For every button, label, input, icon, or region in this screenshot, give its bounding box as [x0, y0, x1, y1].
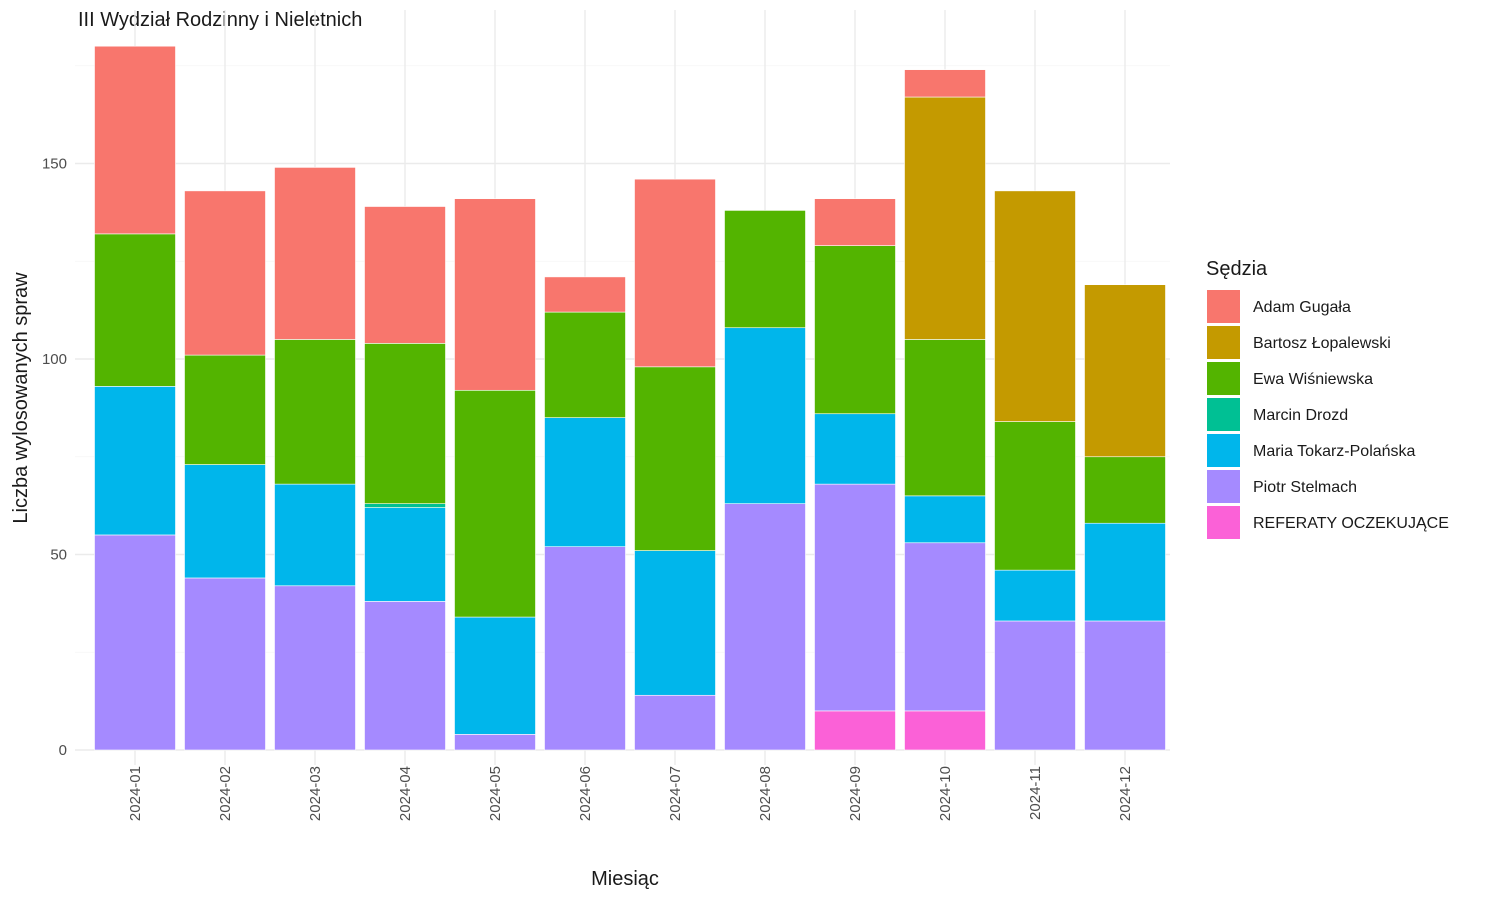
bar-segment	[904, 710, 986, 751]
x-tick-label: 2024-11	[1027, 766, 1044, 820]
bar-segment	[274, 483, 356, 587]
bar-segment	[1084, 284, 1166, 458]
bar-segment	[724, 210, 806, 329]
legend-label: Maria Tokarz-Polańska	[1253, 443, 1416, 460]
bar-segment	[184, 464, 266, 579]
bar-segment	[184, 577, 266, 751]
bar-segment	[364, 507, 446, 602]
y-tick-label: 50	[50, 547, 67, 564]
legend-label: Marcin Drozd	[1253, 407, 1348, 424]
legend-title: Sędzia	[1206, 258, 1268, 280]
bar-segment	[454, 198, 536, 391]
bar-segment	[274, 167, 356, 340]
bar-segment	[544, 276, 626, 313]
bar-segment	[364, 343, 446, 504]
legend-key	[1207, 506, 1240, 539]
x-axis-title: Miesiąc	[591, 868, 659, 890]
y-tick-label: 150	[42, 156, 67, 173]
bar-segment	[544, 311, 626, 418]
legend-key	[1207, 398, 1240, 431]
bar-segment	[94, 233, 176, 387]
x-tick-label: 2024-04	[397, 766, 414, 821]
x-tick-label: 2024-02	[217, 766, 234, 821]
bars	[94, 45, 1166, 751]
bar-segment	[94, 386, 176, 536]
bar-segment	[904, 69, 986, 98]
bar-segment	[634, 366, 716, 551]
bar-segment	[904, 495, 986, 544]
x-tick-label: 2024-05	[487, 766, 504, 821]
y-tick-label: 100	[42, 351, 67, 368]
legend-key	[1207, 362, 1240, 395]
bar-segment	[814, 198, 896, 246]
bar-segment	[1084, 522, 1166, 622]
bar-segment	[994, 421, 1076, 571]
x-tick-label: 2024-08	[757, 766, 774, 821]
x-tick-label: 2024-07	[667, 766, 684, 821]
bar-segment	[634, 550, 716, 696]
bar-segment	[544, 546, 626, 751]
bar-segment	[814, 245, 896, 415]
legend-key	[1207, 326, 1240, 359]
bar-segment	[184, 190, 266, 356]
x-tick-label: 2024-03	[307, 766, 324, 821]
bar-segment	[94, 534, 176, 751]
bar-segment	[724, 327, 806, 504]
legend: Sędzia Adam Gugała Bartosz Łopalewski Ewa …	[1206, 258, 1449, 539]
legend-label: Piotr Stelmach	[1253, 479, 1357, 496]
bar-segment	[994, 190, 1076, 422]
bar-segment	[994, 620, 1076, 751]
bar-segment	[454, 616, 536, 735]
bar-segment	[454, 389, 536, 618]
bar-segment	[274, 585, 356, 751]
chart-title: III Wydział Rodzinny i Nieletnich	[78, 9, 362, 31]
legend-key	[1207, 470, 1240, 503]
bar-segment	[454, 734, 536, 751]
bar-segment	[634, 178, 716, 368]
y-axis-title: Liczba wylosowanych spraw	[10, 272, 32, 524]
y-axis-ticks: 0 50 100 150	[42, 156, 67, 760]
bar-segment	[94, 45, 176, 235]
legend-label: REFERATY OCZEKUJĄCE	[1253, 515, 1449, 532]
bar-segment	[814, 710, 896, 751]
bar-segment	[904, 339, 986, 497]
bar-segment	[544, 417, 626, 547]
legend-key	[1207, 290, 1240, 323]
x-tick-label: 2024-12	[1117, 766, 1134, 821]
bar-segment	[724, 503, 806, 751]
x-tick-label: 2024-10	[937, 766, 954, 821]
legend-label: Adam Gugała	[1253, 299, 1351, 316]
y-tick-label: 0	[59, 742, 67, 759]
bar-segment	[994, 569, 1076, 622]
legend-label: Bartosz Łopalewski	[1253, 335, 1391, 352]
bar-segment	[1084, 620, 1166, 751]
bar-segment	[904, 96, 986, 340]
x-tick-label: 2024-01	[127, 766, 144, 821]
bar-segment	[184, 354, 266, 465]
bar-segment	[904, 542, 986, 712]
x-tick-label: 2024-09	[847, 766, 864, 821]
legend-label: Ewa Wiśniewska	[1253, 371, 1373, 388]
bar-segment	[364, 206, 446, 344]
bar-segment	[364, 503, 446, 508]
bar-segment	[274, 339, 356, 485]
legend-key	[1207, 434, 1240, 467]
bar-segment	[814, 483, 896, 712]
x-tick-label: 2024-06	[577, 766, 594, 821]
bar-segment	[634, 694, 716, 751]
x-axis-ticks: 2024-01 2024-02 2024-03 2024-04 2024-05 2024-…	[127, 766, 1134, 821]
bar-segment	[1084, 456, 1166, 524]
bar-segment	[364, 601, 446, 751]
bar-segment	[814, 413, 896, 485]
